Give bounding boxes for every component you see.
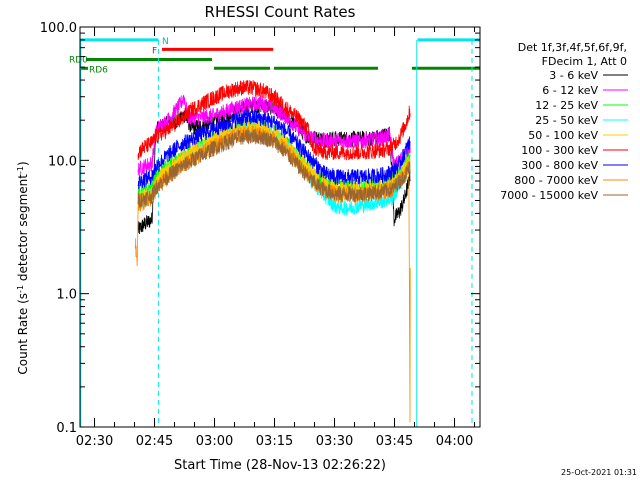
legend: Det 1f,3f,4f,5f,6f,9f, FDecim 1, Att 0 3… bbox=[500, 41, 628, 202]
legend-label-7: 800 - 7000 keV bbox=[514, 174, 598, 187]
y-axis-label-sup2: -1 bbox=[16, 166, 25, 174]
vertical-marker-lines bbox=[80, 39, 473, 427]
x-tick-label-6: 04:00 bbox=[436, 434, 473, 449]
decimation-label-rd0: RD0 bbox=[69, 56, 88, 66]
y-axis-label: Count Rate (s-1 detector segment-1) bbox=[16, 161, 31, 374]
footer-timestamp: 25-Oct-2021 01:31 bbox=[561, 468, 637, 477]
x-tick-label-0: 02:30 bbox=[76, 434, 113, 449]
y-axis-label-end: ) bbox=[16, 161, 30, 166]
plot-axes: 0.1 1.0 10.0 100.0 02:30 02:45 03:00 03:15 03:30… bbox=[40, 21, 481, 449]
x-tick-label-5: 03:45 bbox=[376, 434, 413, 449]
chart-title: RHESSI Count Rates bbox=[205, 3, 356, 21]
series-line-5 bbox=[137, 79, 411, 161]
x-tick-label-3: 03:15 bbox=[256, 434, 293, 449]
x-axis-label: Start Time (28-Nov-13 02:26:22) bbox=[174, 458, 386, 473]
legend-label-3: 25 - 50 keV bbox=[535, 114, 598, 127]
y-tick-label-3: 100.0 bbox=[40, 21, 77, 36]
series-line-6 bbox=[137, 110, 411, 190]
x-tick-label-1: 02:45 bbox=[136, 434, 173, 449]
legend-label-4: 50 - 100 keV bbox=[528, 129, 598, 142]
y-axis-label-mid: detector segment bbox=[16, 174, 30, 285]
legend-label-2: 12 - 25 keV bbox=[535, 99, 598, 112]
legend-label-0: 3 - 6 keV bbox=[549, 69, 598, 82]
legend-label-1: 6 - 12 keV bbox=[542, 84, 598, 97]
legend-label-8: 7000 - 15000 keV bbox=[500, 189, 598, 202]
legend-label-6: 300 - 800 keV bbox=[521, 159, 598, 172]
decimation-label-rd6: RD6 bbox=[89, 65, 108, 75]
y-tick-label-2: 10.0 bbox=[48, 154, 77, 169]
y-tick-label-0: 0.1 bbox=[56, 421, 77, 436]
plot-frame bbox=[79, 26, 481, 428]
series-line-8 bbox=[137, 128, 411, 208]
y-axis-label-main: Count Rate (s bbox=[16, 293, 30, 375]
attenuator-label-f: F bbox=[152, 46, 157, 56]
y-tick-label-1: 1.0 bbox=[56, 288, 77, 303]
x-tick-label-4: 03:30 bbox=[316, 434, 353, 449]
data-series bbox=[134, 79, 411, 423]
legend-header-2: FDecim 1, Att 0 bbox=[542, 55, 627, 68]
x-tick-label-2: 03:00 bbox=[196, 434, 233, 449]
legend-header-1: Det 1f,3f,4f,5f,6f,9f, bbox=[518, 41, 627, 54]
legend-label-5: 100 - 300 keV bbox=[521, 144, 598, 157]
attenuator-label-n: N bbox=[162, 37, 169, 47]
y-axis-label-sup1: -1 bbox=[16, 285, 25, 293]
